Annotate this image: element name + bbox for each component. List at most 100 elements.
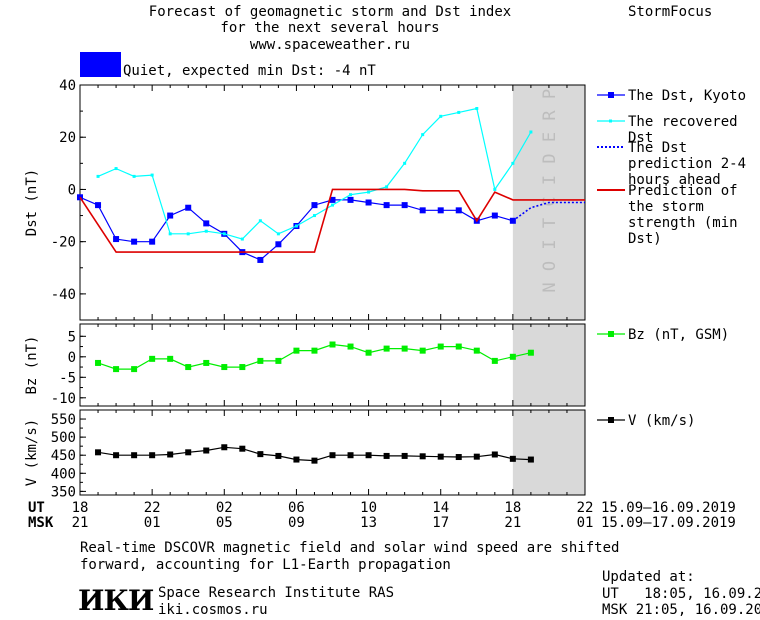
data-point-dst-1 (511, 161, 515, 165)
x-tick-label-msk: 09 (288, 515, 305, 531)
data-point-dst-0 (131, 238, 138, 245)
data-point-dst-1 (294, 224, 298, 228)
x-tick-label-msk: 21 (504, 515, 521, 531)
x-tick-label-msk: 13 (360, 515, 377, 531)
data-point-v-0 (95, 449, 102, 456)
data-point-dst-0 (275, 241, 282, 248)
legend-label-dst-0: The Dst, Kyoto (628, 88, 746, 104)
x-tick-label-ut: 10 (360, 500, 377, 516)
data-point-dst-1 (240, 237, 244, 241)
y-axis-label-v: V (km/s) (24, 419, 40, 486)
prediction-label-letter: C (540, 196, 560, 206)
data-point-bz-0 (383, 345, 390, 352)
data-point-bz-0 (527, 349, 534, 356)
y-tick-label-dst: -20 (51, 235, 76, 251)
institute-name: Space Research Institute RAS (158, 585, 395, 601)
y-tick-label-bz: 5 (68, 329, 76, 345)
x-tick-label-msk: 21 (72, 515, 89, 531)
data-point-dst-1 (150, 173, 154, 177)
data-point-bz-0 (509, 353, 516, 360)
legend-label-dst-3: Prediction of (628, 183, 738, 199)
data-point-bz-0 (257, 357, 264, 364)
y-axis-label-dst: Dst (nT) (24, 169, 40, 236)
prediction-label-letter: P (540, 89, 560, 99)
data-point-dst-1 (132, 174, 136, 178)
legend-label-dst-2: The Dst (628, 140, 687, 156)
legend-marker-dst-1 (609, 119, 612, 123)
prediction-label-letter: E (540, 132, 560, 142)
data-point-v-0 (131, 452, 138, 459)
data-point-bz-0 (293, 347, 300, 354)
prediction-label-letter: N (540, 282, 560, 292)
institute-site[interactable]: iki.cosmos.ru (158, 602, 268, 618)
data-point-bz-0 (113, 366, 120, 373)
legend-label-dst-2: prediction 2-4 (628, 156, 746, 172)
chart-title-line1: Forecast of geomagnetic storm and Dst in… (148, 4, 512, 20)
prediction-label-letter: T (540, 218, 560, 228)
data-point-dst-1 (439, 114, 443, 118)
prediction-label-letter: I (540, 239, 560, 249)
data-point-bz-0 (347, 343, 354, 350)
data-point-v-0 (509, 455, 516, 462)
data-point-v-0 (437, 453, 444, 460)
data-point-v-0 (221, 444, 228, 451)
y-tick-label-dst: -40 (51, 287, 76, 303)
status-swatch (80, 52, 121, 77)
data-point-dst-0 (185, 204, 192, 211)
y-tick-label-dst: 40 (59, 78, 76, 94)
x-tick-label-ut: 14 (432, 500, 449, 516)
y-tick-label-bz: -5 (59, 370, 76, 386)
data-point-bz-0 (239, 364, 246, 371)
data-point-dst-0 (383, 202, 390, 209)
x-tick-label-ut: 18 (504, 500, 521, 516)
data-point-dst-0 (167, 212, 174, 219)
legend-label-dst-3: strength (min (628, 215, 738, 231)
data-point-bz-0 (419, 347, 426, 354)
y-axis-label-bz: Bz (nT) (24, 335, 40, 394)
x-tick-label-ut: 18 (72, 500, 89, 516)
data-point-dst-0 (257, 256, 264, 263)
data-point-bz-0 (221, 364, 228, 371)
data-point-v-0 (239, 445, 246, 452)
x-tick-label-msk: 17 (432, 515, 449, 531)
data-point-dst-0 (329, 196, 336, 203)
source-url[interactable]: www.spaceweather.ru (249, 37, 411, 53)
y-tick-label-bz: 0 (68, 350, 76, 366)
legend-label-dst-1: The recovered (628, 114, 738, 130)
data-point-bz-0 (185, 364, 192, 371)
data-point-bz-0 (149, 355, 156, 362)
prediction-label-letter: O (540, 261, 560, 271)
data-point-bz-0 (365, 349, 372, 356)
note-line2: forward, accounting for L1-Earth propaga… (80, 557, 451, 573)
data-point-dst-0 (509, 217, 516, 224)
prediction-label-letter: I (540, 175, 560, 185)
data-point-dst-0 (401, 202, 408, 209)
x-tick-label-msk: 01 (144, 515, 161, 531)
data-point-dst-1 (349, 193, 353, 197)
data-point-v-0 (419, 453, 426, 460)
data-point-bz-0 (437, 343, 444, 350)
data-point-dst-0 (419, 207, 426, 214)
data-point-v-0 (203, 447, 210, 454)
legend-label-dst-3: Dst) (628, 231, 662, 247)
iki-logo: ИКИ (78, 584, 154, 617)
data-point-dst-1 (385, 185, 389, 189)
data-point-v-0 (329, 452, 336, 459)
data-point-dst-0 (203, 220, 210, 227)
data-point-v-0 (347, 452, 354, 459)
data-point-bz-0 (203, 359, 210, 366)
updated-msk: MSK 21:05, 16.09.2019 (602, 602, 760, 618)
data-point-dst-0 (455, 207, 462, 214)
legend-label-dst-3: the storm (628, 199, 704, 215)
data-point-dst-1 (114, 167, 118, 171)
data-point-bz-0 (167, 355, 174, 362)
legend-label-dst-1: Dst (628, 130, 653, 146)
data-point-dst-1 (312, 214, 316, 218)
y-tick-label-dst: 0 (68, 182, 76, 198)
prediction-label-letter: D (540, 153, 560, 163)
data-point-v-0 (275, 452, 282, 459)
data-point-dst-1 (331, 203, 334, 207)
data-point-v-0 (455, 454, 462, 461)
y-tick-label-v: 500 (51, 430, 76, 446)
x-tick-label-msk: 05 (216, 515, 233, 531)
